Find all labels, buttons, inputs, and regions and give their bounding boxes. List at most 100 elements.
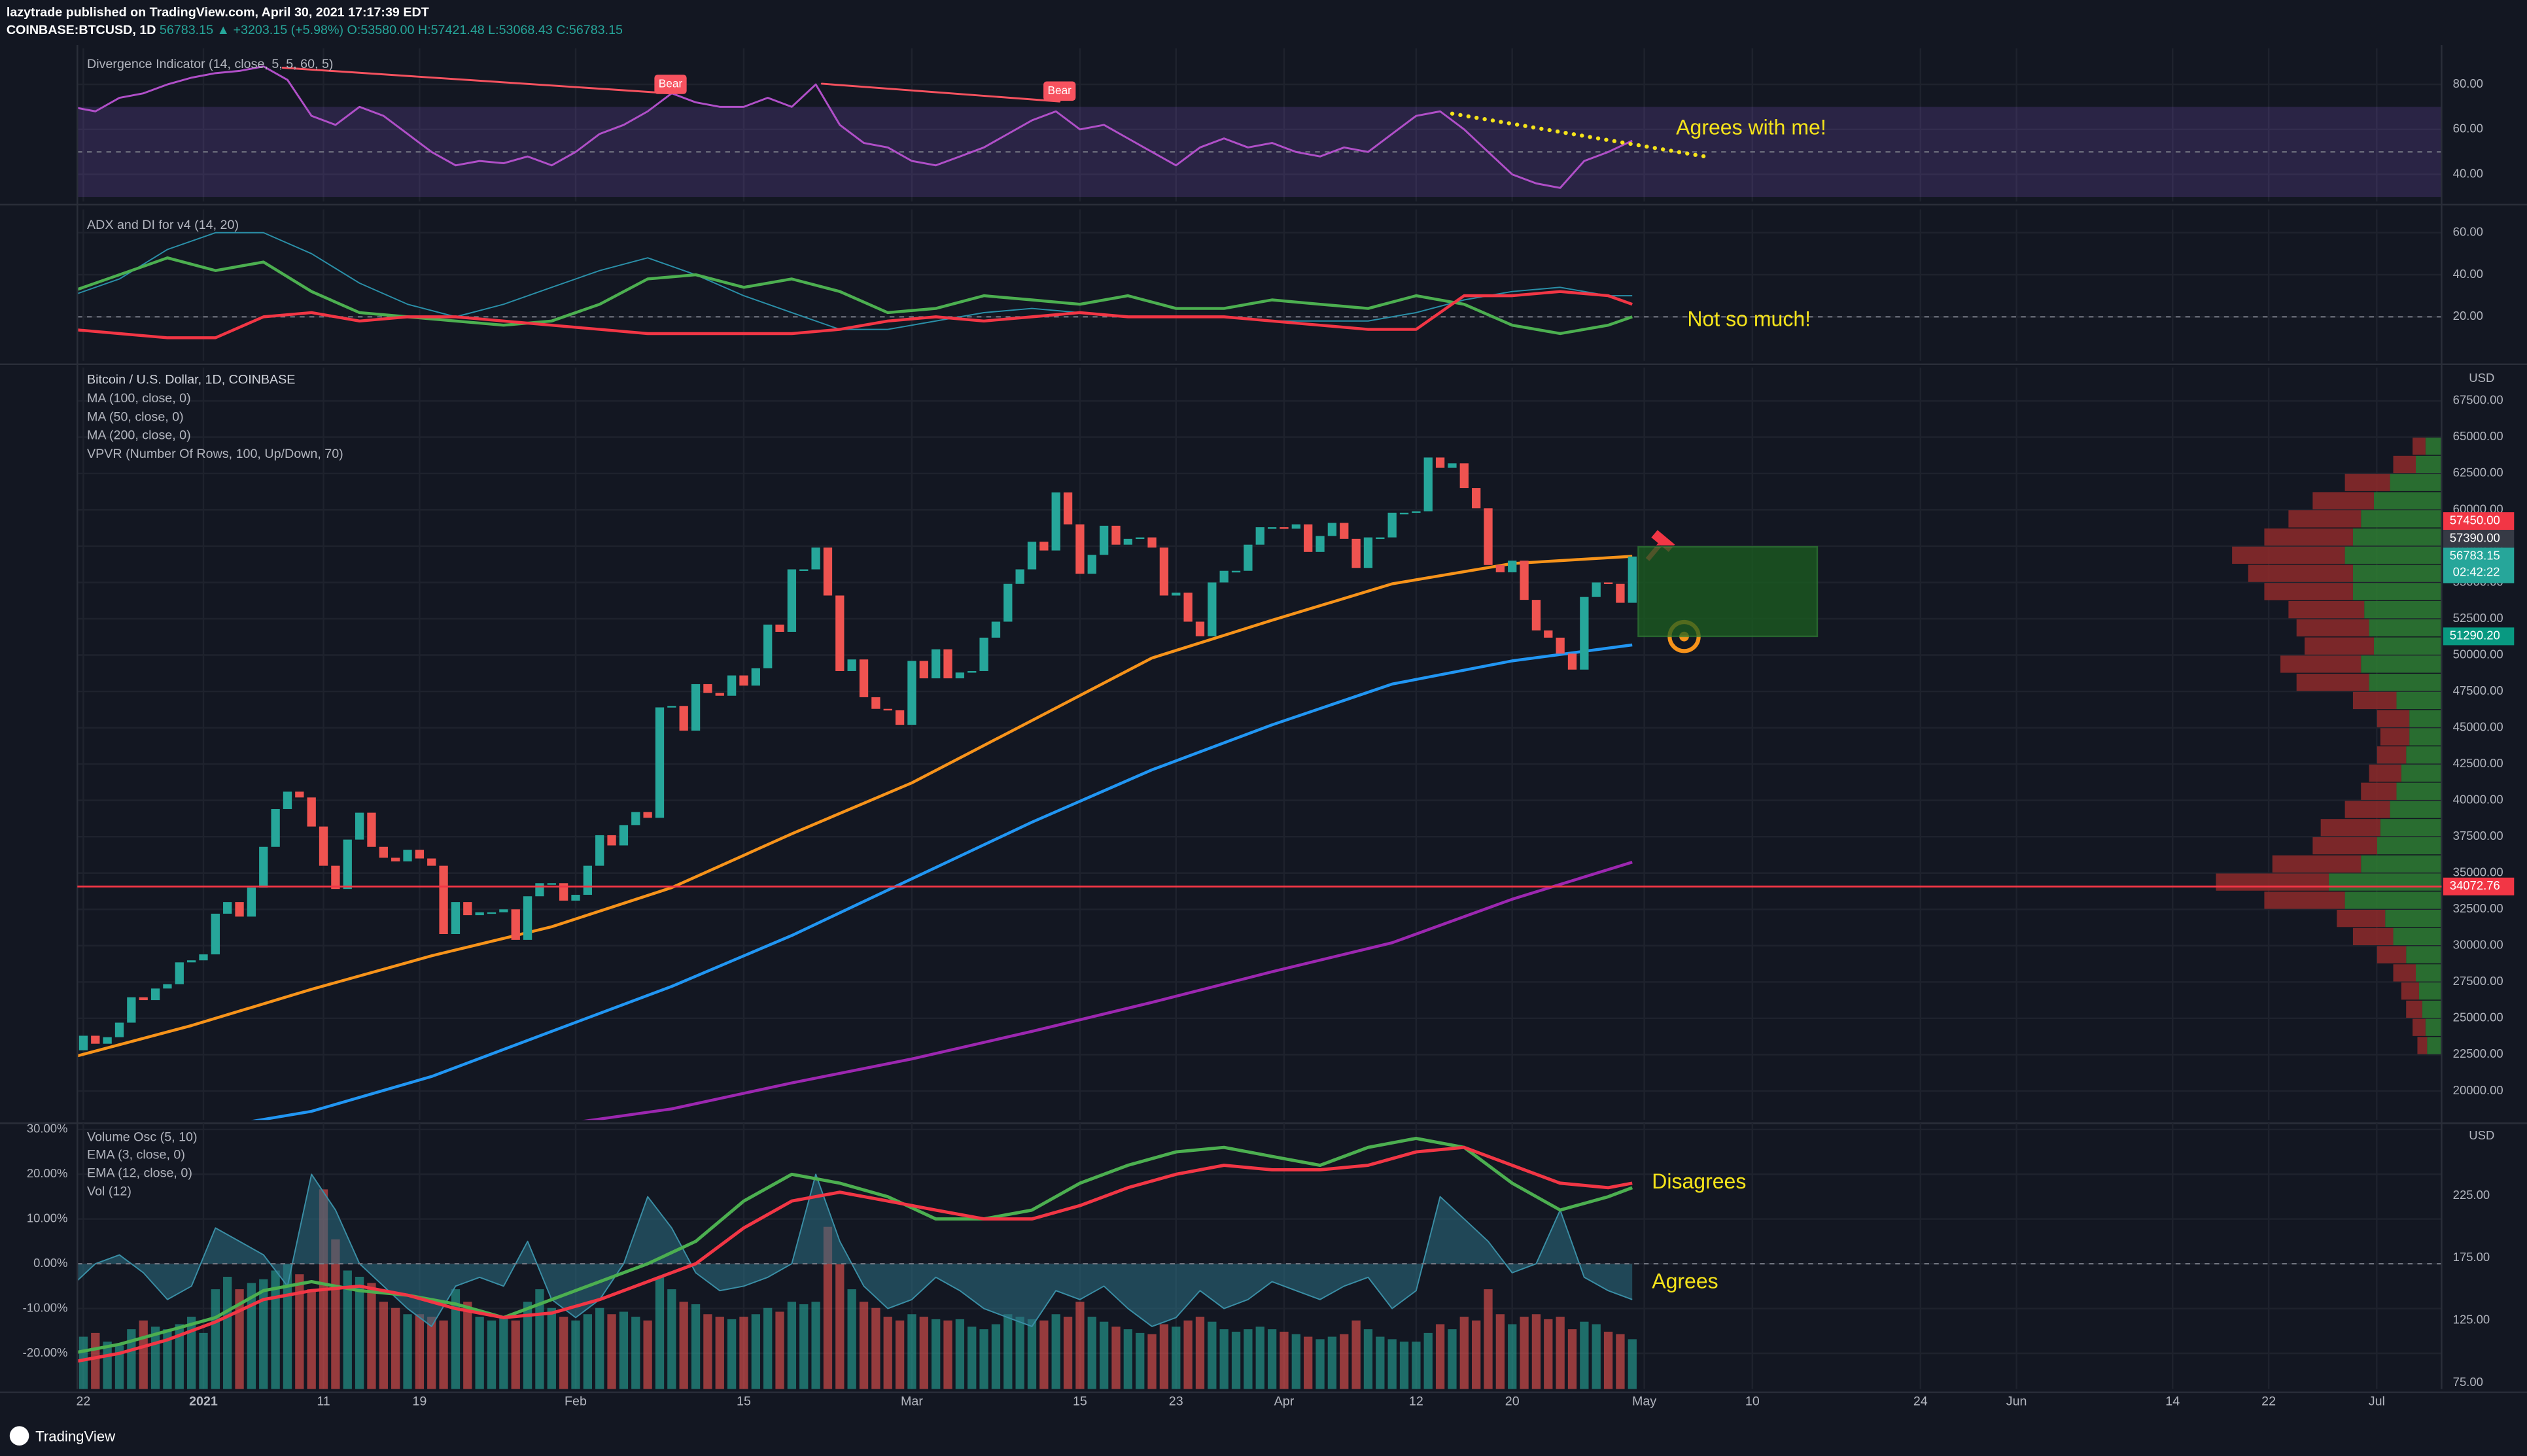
x-tick-label: 15	[737, 1395, 751, 1409]
candle-body	[283, 791, 292, 809]
candle-body	[1291, 524, 1300, 529]
candle-body	[343, 839, 352, 890]
pane-title: Bitcoin / U.S. Dollar, 1D, COINBASE	[87, 373, 295, 387]
volume-bar	[439, 1320, 448, 1389]
volume-bar	[715, 1317, 724, 1389]
volume-bar	[235, 1289, 244, 1389]
volume-bar	[1327, 1336, 1337, 1389]
volume-bar	[1412, 1342, 1421, 1389]
volume-bar	[919, 1317, 928, 1389]
volume-bar	[211, 1289, 220, 1389]
candle-body	[763, 624, 773, 668]
volume-bar	[607, 1314, 616, 1389]
candle-body	[943, 649, 952, 679]
volume-bar	[631, 1317, 640, 1389]
candle-body	[78, 1035, 88, 1050]
pane-title: Divergence Indicator (14, close, 5, 5, 6…	[87, 57, 333, 71]
annotation: Agrees	[1652, 1270, 1718, 1293]
annotation: Disagrees	[1652, 1170, 1746, 1193]
candle-body	[1472, 488, 1481, 509]
volume-bar	[787, 1302, 797, 1389]
candle-body	[211, 913, 220, 955]
volume-bar	[487, 1320, 497, 1389]
candle-body	[1027, 542, 1037, 570]
volume-bar	[1592, 1324, 1601, 1389]
candle-body	[1255, 527, 1264, 545]
profile-down	[2312, 837, 2377, 855]
volume-bar	[415, 1314, 425, 1389]
y-tick-label: 10.00%	[27, 1211, 68, 1225]
candle-body	[391, 858, 400, 861]
volume-bar	[703, 1314, 712, 1389]
candle-body	[835, 595, 845, 671]
volume-bar	[127, 1329, 136, 1389]
volume-bar	[1316, 1339, 1325, 1389]
candle-body	[1075, 524, 1085, 574]
candle-body	[487, 912, 497, 914]
profile-up	[2373, 637, 2442, 655]
symbol: COINBASE:BTCUSD, 1D	[7, 23, 156, 37]
candle-body	[1351, 538, 1361, 568]
candle-body	[199, 954, 208, 961]
candle-body	[1484, 508, 1493, 565]
x-tick-label: 12	[1409, 1395, 1423, 1409]
volume-bar	[1183, 1320, 1193, 1389]
volume-bar	[343, 1270, 352, 1389]
profile-down	[2216, 873, 2329, 891]
candle-body	[1603, 582, 1613, 584]
signal-marker	[654, 75, 687, 94]
volume-bar	[259, 1279, 268, 1389]
legend-entry: EMA (3, close, 0)	[87, 1148, 185, 1162]
volume-bar	[1556, 1317, 1565, 1389]
candle-body	[1063, 492, 1073, 525]
profile-up	[2393, 927, 2442, 946]
volume-bar	[859, 1302, 869, 1389]
series-line	[77, 290, 1633, 339]
y-tick-label: 35000.00	[2453, 865, 2503, 879]
profile-down	[2264, 583, 2353, 600]
profile-up	[2427, 1037, 2442, 1054]
candle-body	[1376, 537, 1385, 540]
volume-bar	[991, 1324, 1001, 1389]
candle-body	[1280, 527, 1289, 529]
volume-bar	[1448, 1329, 1457, 1389]
candle-body	[619, 825, 629, 846]
annotation: Not so much!	[1687, 307, 1811, 331]
volume-bar	[1495, 1314, 1505, 1389]
volume-bar	[1580, 1321, 1589, 1389]
profile-up	[2385, 909, 2442, 927]
y-tick-label: 20.00	[2453, 309, 2483, 322]
x-tick-label: 19	[412, 1395, 427, 1409]
candle-body	[655, 707, 665, 818]
candle-body	[1231, 570, 1241, 573]
volume-bar	[835, 1264, 845, 1389]
profile-up	[2377, 837, 2442, 855]
profile-down	[2393, 455, 2416, 474]
series-line	[77, 256, 1633, 336]
candle-body	[775, 624, 784, 632]
candle-body	[1459, 463, 1469, 489]
volume-bar	[1520, 1317, 1529, 1389]
volume-bar	[967, 1326, 977, 1389]
volume-bar	[1244, 1329, 1253, 1389]
profile-up	[2409, 710, 2442, 727]
volume-bar	[1195, 1317, 1205, 1389]
profile-up	[2328, 873, 2442, 891]
volume-bar	[114, 1345, 124, 1389]
y-tick-label: 30.00%	[27, 1122, 68, 1135]
y-tick-label: 30000.00	[2453, 938, 2503, 952]
candle-body	[1520, 561, 1529, 600]
profile-up	[2369, 619, 2442, 637]
profile-up	[2422, 1000, 2442, 1018]
y2-tick-label: 225.00	[2453, 1188, 2490, 1202]
profile-down	[2337, 909, 2386, 927]
x-tick-label: 10	[1745, 1395, 1760, 1409]
pane	[77, 367, 2442, 1120]
volume-bar	[1267, 1329, 1277, 1389]
profile-down	[2393, 964, 2416, 982]
ema-line	[77, 1145, 1633, 1363]
profile-up	[2418, 982, 2442, 1000]
volume-bar	[223, 1276, 232, 1389]
candle-body	[907, 661, 916, 725]
x-tick-label: 22	[76, 1395, 90, 1409]
